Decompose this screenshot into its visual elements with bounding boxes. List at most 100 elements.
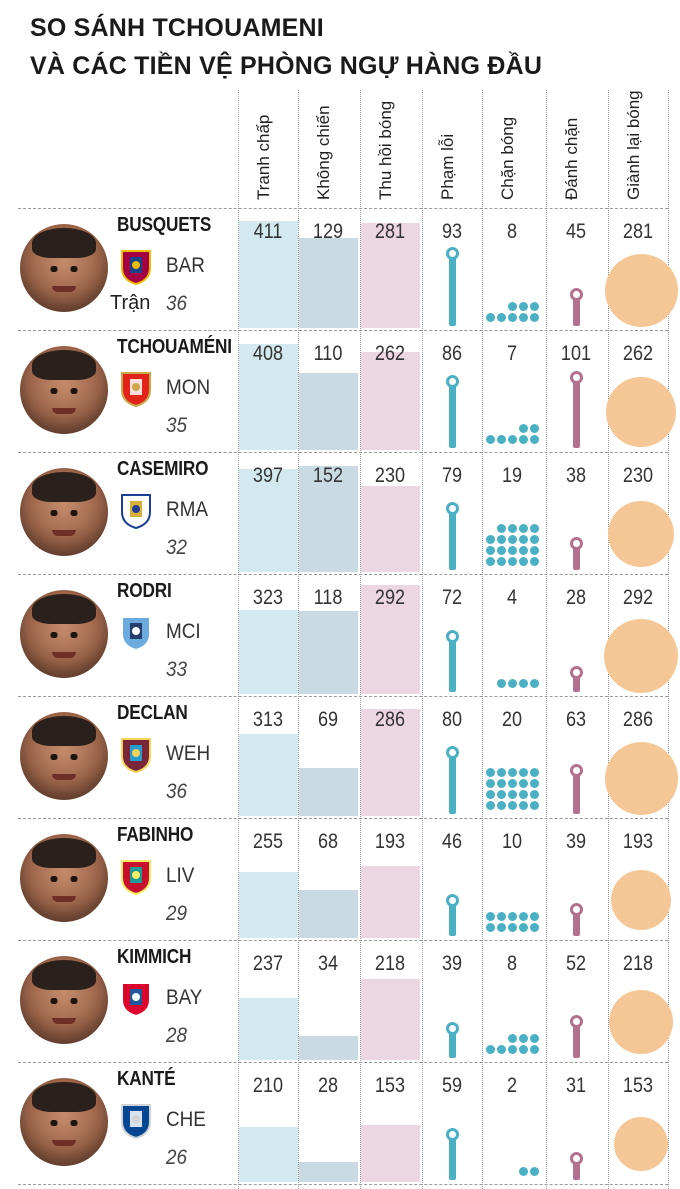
blocks-dot: [486, 1045, 495, 1054]
value-label: 28: [565, 586, 587, 609]
matches-played: 33: [166, 658, 188, 681]
value-label: 313: [252, 708, 284, 731]
value-bar: [299, 466, 358, 572]
blocks-dot: [519, 435, 528, 444]
interceptions-stem: [573, 770, 580, 814]
player-photo: [20, 224, 108, 312]
column-divider: [238, 90, 239, 1189]
blocks-dot: [519, 779, 528, 788]
player-photo: [20, 590, 108, 678]
blocks-dot-empty: [497, 302, 506, 311]
blocks-dot: [486, 912, 495, 921]
player-eyes: [46, 632, 82, 638]
value-bar: [239, 469, 298, 572]
blocks-dot: [519, 768, 528, 777]
fouls-stem: [449, 381, 456, 448]
value-label: 118: [313, 586, 343, 609]
value-label: 4: [506, 586, 518, 609]
player-eyes: [46, 1120, 82, 1126]
column-header: Giành lại bóng: [624, 90, 643, 200]
club-crest-icon: [118, 858, 154, 896]
blocks-dot-empty: [508, 1167, 517, 1176]
recoveries-circle: [604, 253, 678, 327]
fouls-stem: [449, 752, 456, 814]
value-bar: [239, 610, 298, 694]
club-code: BAY: [166, 986, 203, 1009]
player-name: DECLAN: [117, 702, 188, 724]
value-bar: [361, 866, 420, 938]
value-bar: [361, 223, 420, 328]
blocks-dot: [508, 801, 517, 810]
blocks-dot: [497, 801, 506, 810]
value-label: 34: [317, 952, 339, 975]
blocks-dot: [530, 679, 539, 688]
fouls-marker: [446, 502, 459, 515]
value-label: 59: [441, 1074, 463, 1097]
player-name: CASEMIRO: [117, 458, 209, 480]
blocks-dot: [486, 768, 495, 777]
value-label: 230: [374, 464, 406, 487]
player-row: RODRI MCI 33 323 118 292 72 4 28 292: [0, 574, 680, 696]
player-row: TCHOUAMÉNI MON 35 408 110 262 86 7 101 262: [0, 330, 680, 452]
chart-title-line-2: VÀ CÁC TIỀN VỆ PHÒNG NGỰ HÀNG ĐẦU: [30, 52, 543, 80]
fouls-stem: [449, 900, 456, 936]
blocks-dot-empty: [497, 424, 506, 433]
club-code: BAR: [166, 254, 205, 277]
blocks-dots: [486, 524, 539, 566]
column-header: Đánh chặn: [562, 117, 581, 200]
player-mouth: [52, 1140, 76, 1146]
value-bar: [239, 998, 298, 1060]
interceptions-marker: [570, 1015, 583, 1028]
blocks-dot: [508, 912, 517, 921]
matches-played: 29: [166, 902, 188, 925]
blocks-dot: [519, 302, 528, 311]
interceptions-marker: [570, 371, 583, 384]
value-label: 408: [252, 342, 284, 365]
value-label: 80: [441, 708, 463, 731]
value-label: 292: [622, 586, 654, 609]
player-row: BUSQUETS BAR 36 Trận 411 129 281 93 8 45 281: [0, 208, 680, 330]
matches-played: 26: [166, 1146, 188, 1169]
club-crest-icon: [118, 614, 154, 652]
blocks-dot: [486, 535, 495, 544]
fouls-stem: [449, 508, 456, 570]
blocks-dot-empty: [486, 679, 495, 688]
club-code: MCI: [166, 620, 201, 643]
blocks-dot-empty: [486, 1034, 495, 1043]
row-divider: [18, 330, 668, 331]
blocks-dot-empty: [497, 1167, 506, 1176]
fouls-marker: [446, 1022, 459, 1035]
recoveries-circle: [611, 870, 671, 930]
interceptions-marker: [570, 903, 583, 916]
player-name: KANTÉ: [117, 1068, 176, 1090]
blocks-dot-empty: [497, 1034, 506, 1043]
player-hair: [32, 228, 96, 258]
blocks-dots: [486, 912, 539, 932]
value-label: 193: [622, 830, 654, 853]
interceptions-marker: [570, 537, 583, 550]
blocks-dot: [497, 790, 506, 799]
value-label: 8: [506, 220, 518, 243]
value-label: 218: [622, 952, 654, 975]
blocks-dot: [530, 435, 539, 444]
blocks-dot: [508, 524, 517, 533]
value-label: 153: [622, 1074, 654, 1097]
column-divider: [546, 90, 547, 1189]
club-crest-icon: [118, 736, 154, 774]
blocks-dot: [519, 546, 528, 555]
club-crest-icon: [118, 370, 154, 408]
value-label: 45: [565, 220, 587, 243]
blocks-dot: [497, 557, 506, 566]
value-label: 39: [565, 830, 587, 853]
blocks-dot: [486, 435, 495, 444]
value-label: 31: [565, 1074, 587, 1097]
blocks-dot: [497, 435, 506, 444]
value-label: 72: [441, 586, 463, 609]
blocks-dot-empty: [486, 1167, 495, 1176]
value-label: 323: [252, 586, 284, 609]
player-hair: [32, 1082, 96, 1112]
matches-label: Trận: [110, 292, 151, 314]
player-row: DECLAN WEH 36 313 69 286 80 20 63 286: [0, 696, 680, 818]
fouls-marker: [446, 746, 459, 759]
blocks-dot: [519, 313, 528, 322]
